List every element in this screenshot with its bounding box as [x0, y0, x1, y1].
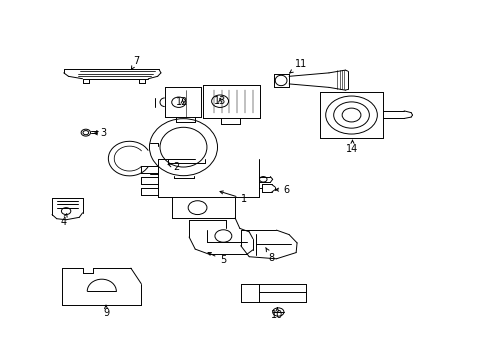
Text: 6: 6 — [275, 185, 289, 195]
Text: 10: 10 — [271, 308, 283, 320]
Text: 2: 2 — [167, 162, 179, 172]
Text: 12: 12 — [176, 97, 188, 107]
Text: 13: 13 — [214, 96, 226, 106]
Text: 11: 11 — [289, 59, 306, 73]
Text: 9: 9 — [103, 305, 109, 318]
Text: 7: 7 — [131, 56, 140, 69]
Text: 8: 8 — [265, 248, 274, 263]
Text: 14: 14 — [346, 140, 358, 154]
Text: 3: 3 — [94, 129, 106, 138]
Text: 4: 4 — [61, 214, 67, 227]
Text: 5: 5 — [207, 253, 226, 265]
Text: 1: 1 — [220, 191, 247, 204]
